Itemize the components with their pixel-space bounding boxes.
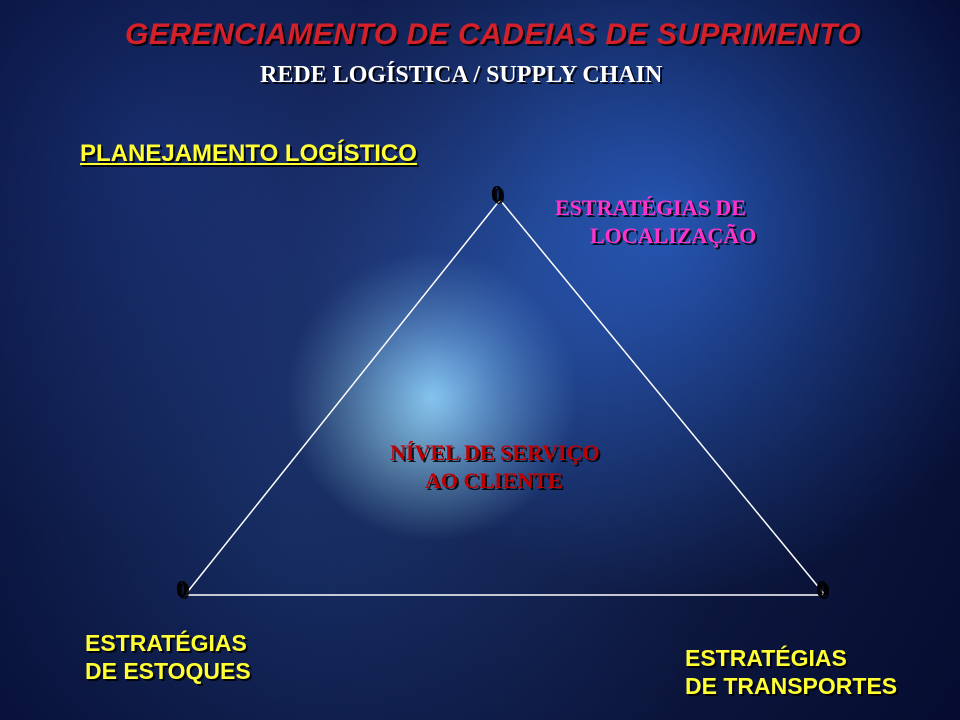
center-label-line1: NÍVEL DE SERVIÇO [390,440,600,466]
left-vertex-label-line2: DE ESTOQUES [85,658,251,685]
right-vertex-label-line2: DE TRANSPORTES [685,673,897,700]
vertex-marker-right: 0 [816,577,828,604]
vertex-marker-left: 0 [176,577,188,604]
slide-subtitle: REDE LOGÍSTICA / SUPPLY CHAIN [260,62,662,89]
slide-title: GERENCIAMENTO DE CADEIAS DE SUPRIMENTO [125,18,861,52]
right-vertex-label-line1: ESTRATÉGIAS [685,645,847,672]
section-heading: PLANEJAMENTO LOGÍSTICO [80,140,417,168]
vertex-marker-top: 0 [491,182,503,209]
triangle [0,0,960,720]
center-label-line2: AO CLIENTE [425,468,563,494]
top-vertex-label-line2: LOCALIZAÇÃO [590,223,756,249]
top-vertex-label-line1: ESTRATÉGIAS DE [555,195,746,221]
slide-canvas: GERENCIAMENTO DE CADEIAS DE SUPRIMENTO R… [0,0,960,720]
left-vertex-label-line1: ESTRATÉGIAS [85,630,247,657]
